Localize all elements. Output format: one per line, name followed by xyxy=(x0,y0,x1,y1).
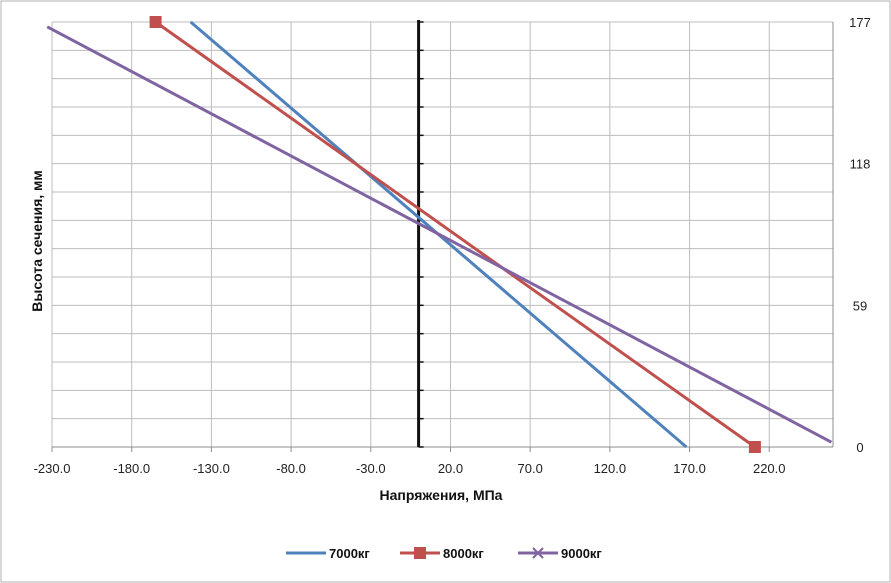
x-tick-label: -130.0 xyxy=(193,461,230,476)
legend-marker-3 xyxy=(532,547,544,559)
x-tick-label: -80.0 xyxy=(276,461,306,476)
x-tick-labels: -230.0 -180.0 -130.0 -80.0 -30.0 20.0 70.0 120.… xyxy=(34,461,786,476)
legend-label-1: 7000кг xyxy=(329,546,370,561)
grid xyxy=(51,21,834,452)
zero-line xyxy=(417,20,424,448)
series-line-2 xyxy=(154,20,756,449)
legend-marker-2 xyxy=(414,547,426,559)
y-tick-labels: 0 59 118 177 xyxy=(849,15,871,455)
legend-label-2: 8000кг xyxy=(443,546,484,561)
x-tick-label: 220.0 xyxy=(753,461,786,476)
y-tick-label: 118 xyxy=(850,157,871,172)
x-tick-label: -180.0 xyxy=(113,461,150,476)
series-marker-2 xyxy=(748,441,761,453)
y-tick-label: 0 xyxy=(856,440,863,455)
x-tick-label: 70.0 xyxy=(518,461,543,476)
legend-label-3: 9000кг xyxy=(561,546,602,561)
y-tick-label: 59 xyxy=(853,298,867,313)
x-tick-label: 20.0 xyxy=(438,461,463,476)
x-tick-label: 120.0 xyxy=(594,461,627,476)
y-tick-label: 177 xyxy=(849,15,871,30)
x-tick-label: 170.0 xyxy=(673,461,706,476)
x-tick-label: -230.0 xyxy=(34,461,71,476)
series-layer xyxy=(46,16,833,453)
y-axis-title: Высота сечения, мм xyxy=(29,170,45,311)
x-tick-label: -30.0 xyxy=(356,461,386,476)
x-axis-title: Напряжения, МПа xyxy=(380,487,503,503)
legend: 7000кг 8000кг 9000кг xyxy=(286,546,602,561)
series-marker-2 xyxy=(149,16,162,28)
series-line-3 xyxy=(46,25,833,444)
